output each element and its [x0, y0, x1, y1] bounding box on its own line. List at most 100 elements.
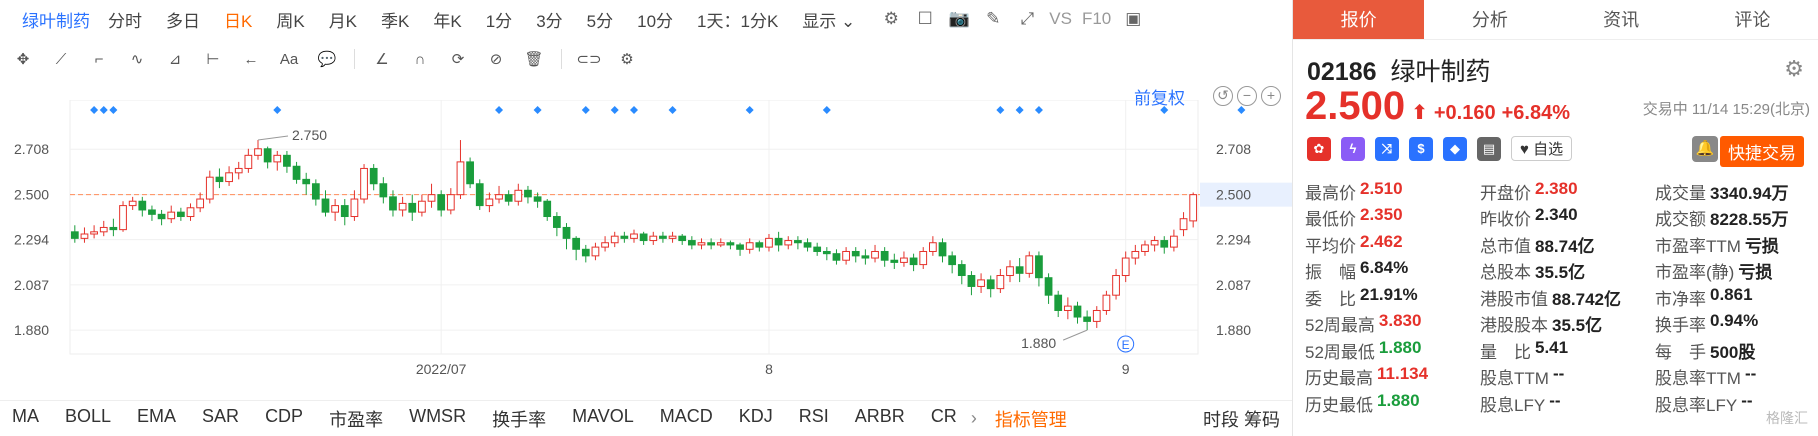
panel-settings-gear-icon[interactable]: ⚙ [1784, 56, 1804, 81]
period-tab[interactable]: 1天：1分K [697, 11, 779, 31]
pen-icon[interactable]: ✎ [986, 9, 1001, 28]
indicator-tab[interactable]: MA [12, 405, 39, 426]
camera-icon[interactable]: 📷 [948, 9, 970, 28]
tab-quote[interactable]: 报价 [1293, 0, 1425, 39]
stat-label: 平均价 [1305, 236, 1356, 256]
line-tool-icon[interactable]: ⟋ [55, 50, 67, 68]
indicator-tab[interactable]: EMA [137, 405, 177, 426]
shuffle-icon[interactable]: ⤨ [1375, 136, 1399, 161]
add-watchlist-button[interactable]: ♥ 自选 [1511, 136, 1573, 161]
indicator-tab[interactable]: SAR [202, 405, 240, 426]
bell-icon[interactable]: 🔔 [1692, 136, 1718, 162]
session-tab[interactable]: 时段 [1202, 409, 1239, 430]
hide-icon[interactable]: ⊘ [489, 51, 503, 68]
indicator-tab[interactable]: KDJ [738, 405, 773, 426]
stat-cell: 港股股本 35.5亿 [1480, 311, 1655, 336]
period-tab[interactable]: 年K [433, 11, 462, 31]
layout-square-icon[interactable]: ☐ [917, 9, 933, 28]
hk-flag-icon[interactable]: ✿ [1307, 136, 1331, 161]
period-tab[interactable]: 季K [381, 11, 410, 31]
indicator-manage-button[interactable]: 指标管理 [994, 409, 1067, 430]
fullscreen-icon[interactable]: ⤢ [1020, 9, 1035, 28]
candlestick-chart[interactable]: 2.708 2.708 2.500 2.500 2.294 2.294 2.087 2.087… [0, 100, 1292, 400]
tag-icon[interactable]: ◆ [1443, 136, 1467, 161]
angle-tool-icon[interactable]: ∠ [375, 51, 389, 68]
zoom-in-icon[interactable]: + [1261, 86, 1281, 106]
wave-tool-icon[interactable]: ∿ [130, 51, 144, 68]
note-icon[interactable]: ▤ [1477, 136, 1501, 161]
event-e-marker[interactable] [1117, 335, 1135, 353]
indicator-tab[interactable]: 换手率 [492, 409, 547, 430]
chip-tab[interactable]: 筹码 [1244, 409, 1280, 430]
event-diamond-marker [90, 106, 99, 114]
tool-settings-icon[interactable]: ⚙ [620, 51, 634, 68]
text-tool-icon[interactable]: Aa [279, 50, 299, 68]
side-panel-icon[interactable]: ▣ [1125, 9, 1142, 28]
period-tab[interactable]: 5分 [586, 11, 614, 31]
candle-body [1015, 266, 1024, 274]
candle-body [938, 242, 947, 257]
indicator-tab[interactable]: MACD [659, 405, 713, 426]
dollar-icon[interactable]: $ [1409, 136, 1433, 161]
indicator-tab[interactable]: BOLL [65, 405, 112, 426]
period-tab[interactable]: 周K [276, 11, 305, 31]
candle-body [948, 255, 957, 266]
candle-body [649, 235, 658, 242]
sync-icon[interactable]: ⟳ [451, 51, 465, 68]
period-tab[interactable]: 分时 [108, 11, 142, 31]
undo-icon[interactable]: ↺ [1213, 86, 1233, 106]
lightning-icon[interactable]: ϟ [1341, 136, 1365, 161]
quick-trade-button[interactable]: 快捷交易 [1720, 136, 1804, 167]
period-tab[interactable]: 日K [224, 11, 253, 31]
delete-icon[interactable]: 🗑 [524, 51, 544, 68]
indicator-tab[interactable]: CDP [265, 405, 304, 426]
period-tab[interactable]: 多日 [166, 11, 200, 31]
fibonacci-tool-icon[interactable]: ⊿ [168, 51, 182, 68]
stat-value: -- [1552, 364, 1565, 384]
event-diamond-marker [581, 106, 590, 114]
stat-value: 2.510 [1360, 178, 1403, 198]
stat-cell: 股息TTM -- [1480, 364, 1655, 389]
tab-news[interactable]: 资讯 [1603, 10, 1640, 30]
period-tab[interactable]: 10分 [637, 11, 674, 31]
stat-label: 股息率LFY [1655, 395, 1738, 415]
tab-comments[interactable]: 评论 [1734, 10, 1771, 30]
candle-body [427, 194, 436, 202]
stat-label: 港股股本 [1480, 316, 1548, 336]
indicator-tab[interactable]: CR [930, 405, 957, 426]
vs-compare-button[interactable]: VS [1049, 9, 1072, 28]
settings-gear-icon[interactable]: ⚙ [883, 9, 899, 28]
stock-name-link[interactable]: 绿叶制药 [22, 11, 90, 31]
period-tab[interactable]: 月K [328, 11, 358, 31]
candle-body [668, 235, 677, 239]
tab-analysis[interactable]: 分析 [1471, 10, 1508, 30]
display-dropdown[interactable]: 显示 ⌄ [802, 11, 856, 31]
candle-body [659, 235, 667, 239]
candle-body [215, 176, 224, 183]
period-tab[interactable]: 3分 [536, 11, 563, 31]
indicator-tab[interactable]: WMSR [409, 405, 467, 426]
indicator-tab[interactable]: 市盈率 [329, 409, 384, 430]
candle-body [437, 194, 446, 211]
measure-tool-icon[interactable]: ⊢ [206, 51, 220, 68]
indicator-tab[interactable]: RSI [798, 405, 829, 426]
comment-tool-icon[interactable]: 💬 [317, 51, 337, 68]
move-icon[interactable]: ✥ [16, 51, 30, 68]
magnet-icon[interactable]: ∩ [414, 50, 426, 68]
link-icon[interactable]: ⊂⊃ [576, 51, 602, 68]
y-tick-label-left: 2.708 [14, 141, 49, 157]
f10-button[interactable]: F10 [1081, 9, 1112, 28]
price-adjust-toggle[interactable]: 前复权 [1134, 89, 1185, 108]
indicator-tab[interactable]: ARBR [854, 405, 905, 426]
zoom-out-icon[interactable]: − [1237, 86, 1257, 106]
period-tab[interactable]: 1分 [485, 11, 513, 31]
candle-body [128, 200, 137, 207]
polyline-tool-icon[interactable]: ⌐ [94, 50, 104, 68]
stat-label: 开盘价 [1480, 183, 1531, 203]
indicator-tab[interactable]: MAVOL [572, 405, 634, 426]
arrow-tool-icon[interactable]: ← [243, 50, 259, 68]
stock-code: 02186 [1307, 58, 1377, 86]
stat-label: 历史最高 [1305, 369, 1373, 389]
candle-body [369, 167, 378, 185]
candle-body [581, 248, 590, 257]
